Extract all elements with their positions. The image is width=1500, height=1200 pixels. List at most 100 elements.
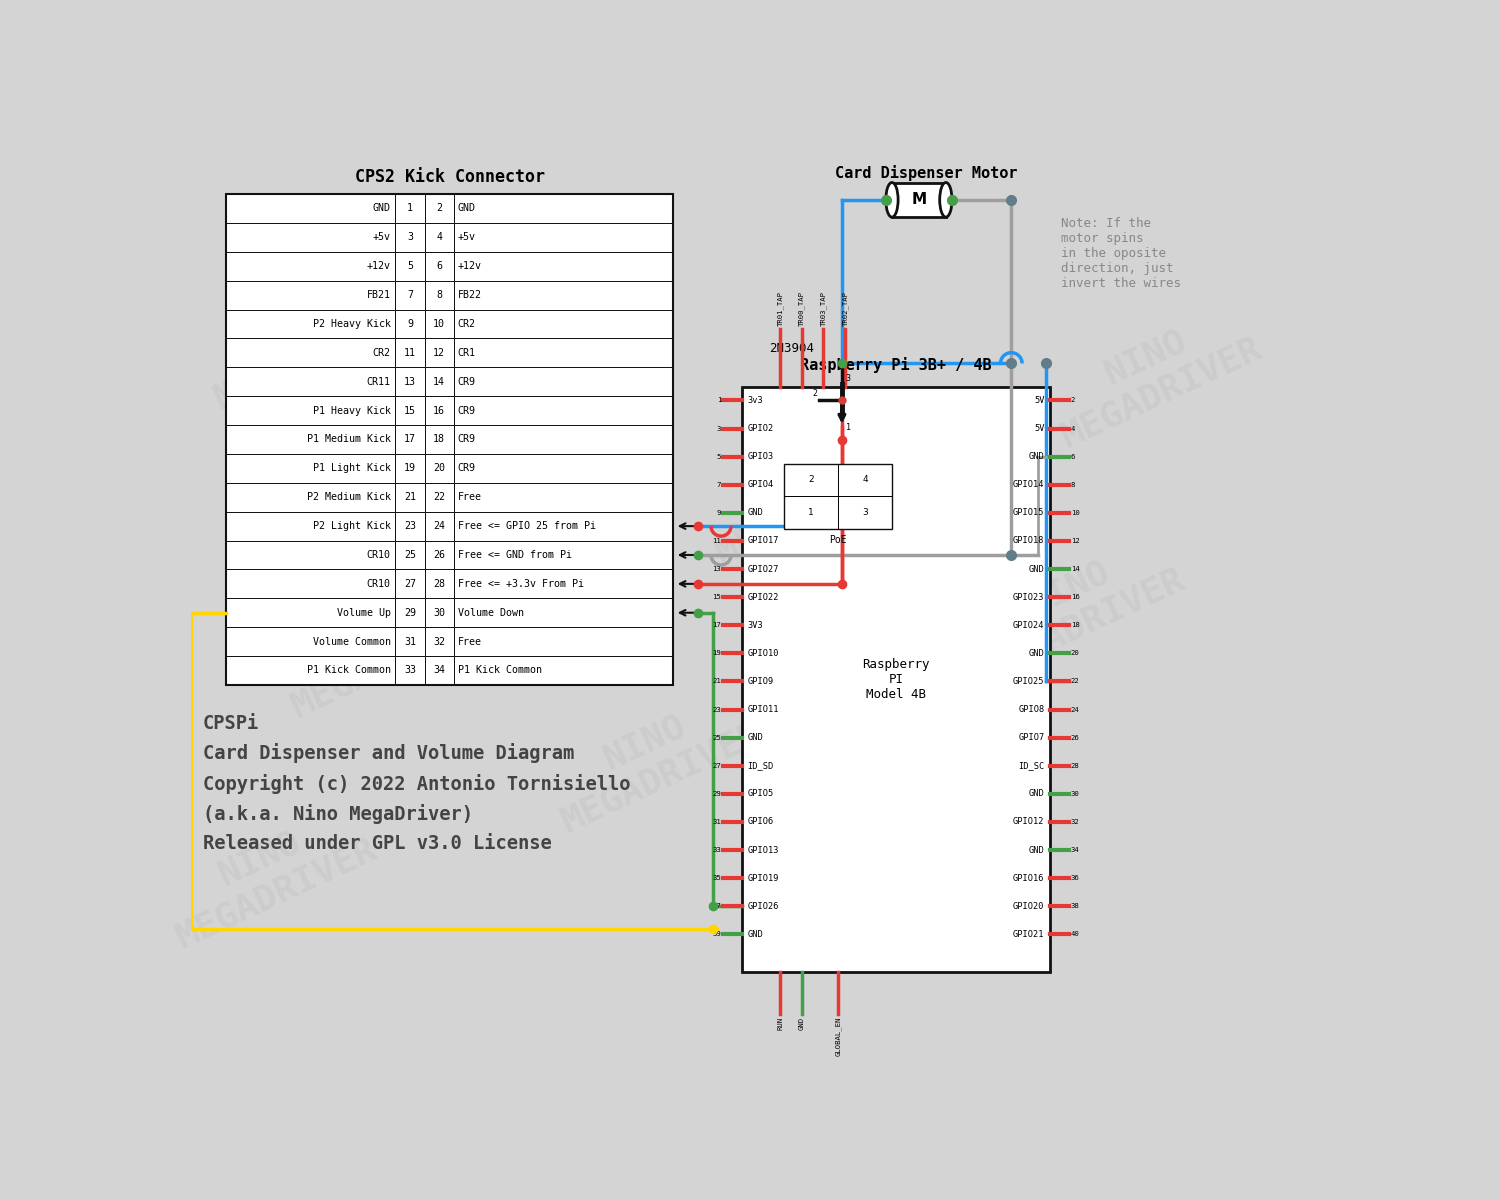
Bar — [454, 454, 674, 482]
Text: GPIO6: GPIO6 — [747, 817, 774, 827]
Ellipse shape — [886, 182, 898, 217]
Bar — [396, 223, 424, 252]
Text: M: M — [912, 192, 927, 208]
Text: GND: GND — [1029, 649, 1044, 658]
Text: 35: 35 — [712, 875, 722, 881]
Text: 30: 30 — [433, 607, 445, 618]
Text: 5: 5 — [717, 454, 722, 460]
Text: +12v: +12v — [366, 262, 390, 271]
Text: P1 Heavy Kick: P1 Heavy Kick — [312, 406, 390, 415]
Bar — [424, 599, 454, 628]
Bar — [396, 656, 424, 685]
Text: NINO
MEGADRIVER: NINO MEGADRIVER — [808, 757, 1036, 917]
Bar — [454, 482, 674, 511]
Bar — [424, 252, 454, 281]
Bar — [396, 454, 424, 482]
Text: 27: 27 — [712, 763, 722, 769]
Text: GPIO7: GPIO7 — [1019, 733, 1044, 742]
Text: NINO
MEGADRIVER: NINO MEGADRIVER — [1040, 295, 1268, 455]
Text: 31: 31 — [404, 637, 416, 647]
Bar — [396, 252, 424, 281]
Bar — [226, 628, 396, 656]
Text: GPIO19: GPIO19 — [747, 874, 778, 883]
Text: GPIO2: GPIO2 — [747, 424, 774, 433]
Text: TR00_TAP: TR00_TAP — [798, 292, 806, 326]
Text: 32: 32 — [1071, 818, 1080, 824]
Text: +5v: +5v — [372, 233, 390, 242]
Text: 18: 18 — [1071, 623, 1080, 629]
Bar — [454, 252, 674, 281]
Text: GPIO27: GPIO27 — [747, 564, 778, 574]
Text: 8: 8 — [1071, 481, 1076, 487]
Text: 3: 3 — [862, 508, 868, 517]
Text: 5V: 5V — [1034, 396, 1044, 404]
Bar — [454, 511, 674, 540]
Bar — [226, 482, 396, 511]
Text: 12: 12 — [433, 348, 445, 358]
Text: GND: GND — [800, 1016, 806, 1030]
Bar — [454, 425, 674, 454]
Ellipse shape — [939, 182, 952, 217]
Text: 21: 21 — [712, 678, 722, 684]
Bar — [424, 281, 454, 310]
Bar — [424, 482, 454, 511]
Bar — [892, 182, 946, 217]
Text: NINO
MEGADRIVER: NINO MEGADRIVER — [693, 412, 921, 570]
Bar — [396, 425, 424, 454]
Text: 7: 7 — [717, 481, 722, 487]
Bar — [424, 310, 454, 338]
Text: GPIO12: GPIO12 — [1013, 817, 1044, 827]
Text: 27: 27 — [404, 578, 416, 589]
Text: 14: 14 — [1071, 566, 1080, 572]
Text: 1: 1 — [406, 204, 412, 214]
Bar — [454, 656, 674, 685]
Text: 20: 20 — [1071, 650, 1080, 656]
Text: GPIO24: GPIO24 — [1013, 620, 1044, 630]
Text: P1 Medium Kick: P1 Medium Kick — [306, 434, 390, 444]
Text: P2 Light Kick: P2 Light Kick — [312, 521, 390, 532]
Text: GPIO22: GPIO22 — [747, 593, 778, 601]
Bar — [454, 223, 674, 252]
Text: GPIO21: GPIO21 — [1013, 930, 1044, 938]
Text: GND: GND — [747, 733, 764, 742]
Text: 21: 21 — [404, 492, 416, 503]
Text: GPIO18: GPIO18 — [1013, 536, 1044, 546]
Text: NINO
MEGADRIVER: NINO MEGADRIVER — [423, 373, 652, 532]
Text: P2 Medium Kick: P2 Medium Kick — [306, 492, 390, 503]
Text: 1: 1 — [808, 508, 814, 517]
Bar — [226, 194, 674, 685]
Bar — [454, 570, 674, 599]
Text: GPIO17: GPIO17 — [747, 536, 778, 546]
Text: 3V3: 3V3 — [747, 620, 764, 630]
Bar — [396, 570, 424, 599]
Text: P1 Kick Common: P1 Kick Common — [458, 666, 542, 676]
Text: 6: 6 — [1071, 454, 1076, 460]
Bar — [424, 570, 454, 599]
Bar — [424, 540, 454, 570]
Bar — [396, 367, 424, 396]
Text: CR10: CR10 — [366, 550, 390, 560]
Bar — [396, 396, 424, 425]
Text: 6: 6 — [436, 262, 442, 271]
Text: GPIO3: GPIO3 — [747, 452, 774, 461]
Text: 28: 28 — [1071, 763, 1080, 769]
Text: CR2: CR2 — [372, 348, 390, 358]
Text: Note: If the
motor spins
in the oposite
direction, just
invert the wires: Note: If the motor spins in the oposite … — [1062, 217, 1182, 290]
Bar — [424, 223, 454, 252]
Text: 20: 20 — [433, 463, 445, 473]
Bar — [424, 396, 454, 425]
Text: GND: GND — [1029, 790, 1044, 798]
Bar — [226, 599, 396, 628]
Text: Free: Free — [458, 637, 482, 647]
Text: Free <= GPIO 25 from Pi: Free <= GPIO 25 from Pi — [458, 521, 596, 532]
Text: TR02_TAP: TR02_TAP — [842, 292, 849, 326]
Bar — [424, 367, 454, 396]
Bar — [226, 396, 396, 425]
Bar — [742, 386, 1050, 972]
Text: 30: 30 — [1071, 791, 1080, 797]
Text: P1 Light Kick: P1 Light Kick — [312, 463, 390, 473]
Text: 38: 38 — [1071, 904, 1080, 910]
Text: ID_SC: ID_SC — [1019, 761, 1044, 770]
Text: TR03_TAP: TR03_TAP — [821, 292, 827, 326]
Text: CR10: CR10 — [366, 578, 390, 589]
